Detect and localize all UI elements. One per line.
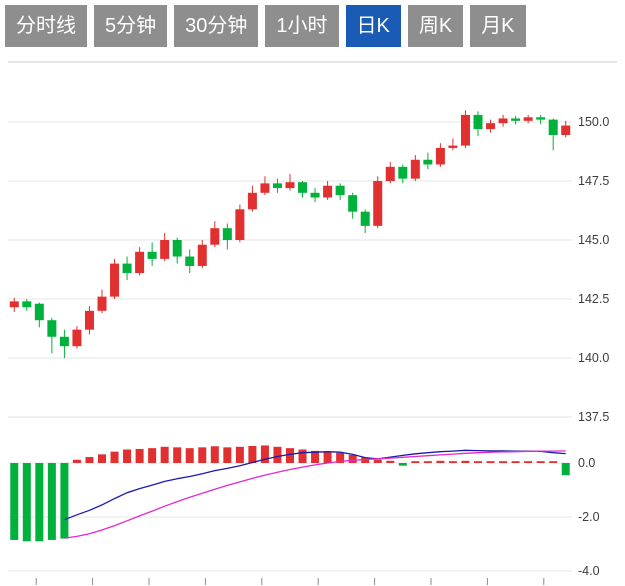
macd-dif-line	[64, 449, 566, 521]
tab-monthly-k[interactable]: 月K	[470, 5, 526, 47]
svg-text:145.0: 145.0	[578, 233, 609, 247]
price-axis-labels: 150.0 147.5 145.0 142.5 140.0 137.5	[578, 115, 609, 424]
candlesticks	[9, 110, 571, 358]
tab-timeline[interactable]: 分时线	[5, 5, 87, 47]
macd-axis-labels: 0.0 -2.0 -4.0	[578, 456, 600, 578]
tab-1hour[interactable]: 1小时	[265, 5, 339, 47]
macd-histogram	[10, 445, 570, 542]
svg-text:137.5: 137.5	[578, 410, 609, 424]
svg-text:147.5: 147.5	[578, 174, 609, 188]
tab-weekly-k[interactable]: 周K	[407, 5, 464, 47]
grid-lines	[8, 61, 617, 572]
svg-text:150.0: 150.0	[578, 115, 609, 129]
x-axis-ticks	[35, 578, 545, 585]
tab-30min[interactable]: 30分钟	[174, 5, 259, 47]
svg-text:0.0: 0.0	[578, 456, 595, 470]
chart-period-toolbar: 分时线 5分钟 30分钟 1小时 日K 周K 月K	[5, 5, 526, 47]
svg-text:142.5: 142.5	[578, 292, 609, 306]
svg-text:-2.0: -2.0	[578, 510, 600, 524]
svg-text:-4.0: -4.0	[578, 564, 600, 578]
macd-dea-line	[64, 450, 566, 539]
svg-text:140.0: 140.0	[578, 351, 609, 365]
tab-5min[interactable]: 5分钟	[94, 5, 168, 47]
tab-daily-k[interactable]: 日K	[345, 5, 401, 47]
